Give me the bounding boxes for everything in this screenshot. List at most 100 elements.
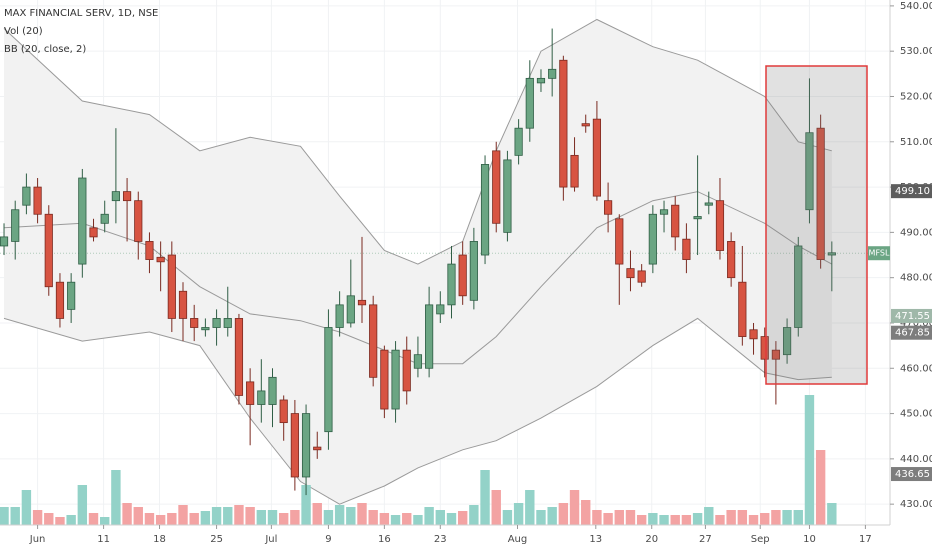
- volume-bar: [636, 515, 647, 525]
- candle-body: [279, 399, 288, 424]
- volume-bar: [491, 490, 501, 525]
- volume-bar: [200, 511, 211, 525]
- volume-bar: [223, 507, 233, 525]
- candle-body: [648, 213, 657, 265]
- volume-bar: [480, 470, 490, 525]
- bb-lower: [3, 317, 832, 505]
- price-label: 436.65: [895, 469, 930, 480]
- candle-body: [290, 413, 299, 478]
- candle-body: [100, 213, 109, 224]
- candle-body: [257, 390, 266, 405]
- volume-bar: [402, 513, 412, 525]
- volume-bar: [614, 510, 624, 525]
- candle-body: [704, 202, 713, 206]
- volume-bar: [525, 490, 535, 525]
- x-tick-label: 11: [97, 534, 110, 545]
- y-tick-label: 450.00: [900, 409, 932, 420]
- price-label-box: [891, 325, 932, 340]
- y-tick-label: 440.00: [900, 454, 932, 465]
- x-tick-label: 16: [378, 534, 391, 545]
- volume-bar: [301, 485, 311, 525]
- candle-body: [44, 213, 53, 288]
- x-tick-label: 10: [803, 534, 816, 545]
- candle-body: [55, 281, 65, 319]
- plot-area: [0, 0, 890, 525]
- y-tick-label: 510.00: [900, 137, 932, 148]
- volume-bar: [782, 510, 792, 525]
- y-tick-label: 520.00: [900, 91, 932, 102]
- volume-bar: [681, 515, 692, 525]
- volume-bar: [267, 510, 278, 525]
- volume-bar: [122, 503, 132, 525]
- candle-body: [536, 77, 546, 84]
- x-tick-label: 23: [434, 534, 447, 545]
- candle-body: [380, 349, 389, 410]
- volume-bar: [88, 513, 99, 525]
- volume-bar: [178, 505, 188, 525]
- volume-bar: [211, 507, 222, 525]
- x-tick-label: 13: [589, 534, 602, 545]
- y-tick-label: 480.00: [900, 273, 932, 284]
- candle-body: [671, 204, 680, 238]
- volume-bar: [748, 515, 759, 525]
- highlight-box: [765, 65, 868, 385]
- candle-body: [715, 200, 725, 251]
- candle-body: [223, 318, 232, 328]
- candle-body: [581, 123, 590, 127]
- candle-body: [771, 349, 780, 360]
- bb-upper: [3, 18, 832, 265]
- candle-body: [33, 186, 42, 215]
- candle-body: [167, 254, 176, 319]
- candle-body: [201, 327, 210, 331]
- x-tick-label: 17: [859, 534, 872, 545]
- volume-bar: [290, 510, 300, 525]
- candle-body: [659, 209, 669, 215]
- volume-bar: [457, 511, 468, 525]
- candle-body: [615, 218, 624, 265]
- price-label-box: [891, 184, 932, 199]
- volume-bar: [827, 503, 837, 525]
- candle-body: [738, 281, 747, 337]
- price-label-box: [891, 467, 932, 482]
- candle-body: [324, 327, 333, 433]
- volume-bar: [513, 503, 524, 525]
- volume-bar: [155, 515, 166, 525]
- candle-body: [357, 299, 367, 306]
- price-label-box: [891, 308, 932, 323]
- volume-bar: [234, 505, 244, 525]
- volume-bar: [648, 513, 658, 525]
- candle-body: [178, 290, 188, 319]
- x-tick-label: Sep: [751, 534, 770, 545]
- volume-bar: [346, 507, 356, 525]
- candle-body: [626, 268, 635, 279]
- candle-body: [760, 336, 769, 360]
- volume-bar: [100, 517, 110, 525]
- volume-bar: [323, 510, 334, 525]
- legend: MAX FINANCIAL SERV, 1D, NSE Vol (20) BB …: [4, 8, 158, 55]
- candle-body: [156, 256, 165, 263]
- volume-bar: [379, 513, 390, 525]
- candle-body: [391, 349, 400, 410]
- volume-bar: [312, 503, 322, 525]
- volume-bar: [435, 510, 445, 525]
- x-tick-label: 27: [699, 534, 712, 545]
- volume-bar: [413, 515, 423, 525]
- candle-body: [134, 200, 143, 242]
- candle-body: [458, 254, 467, 297]
- candle-body: [469, 241, 478, 301]
- candle-body: [782, 327, 792, 356]
- x-tick-label: Jun: [29, 534, 46, 545]
- candle-body: [402, 349, 411, 392]
- volume-bar: [66, 515, 76, 525]
- volume-bar: [446, 513, 457, 525]
- volume-bar: [793, 510, 803, 525]
- volume-bar: [390, 515, 401, 525]
- volume-bar: [245, 507, 255, 525]
- candle-body: [11, 209, 20, 242]
- candle-body: [559, 59, 568, 188]
- candle-body: [301, 413, 311, 478]
- volume-bar: [815, 450, 826, 525]
- volume-bar: [133, 507, 143, 525]
- volume-bar: [659, 515, 669, 525]
- volume-bar: [167, 513, 177, 525]
